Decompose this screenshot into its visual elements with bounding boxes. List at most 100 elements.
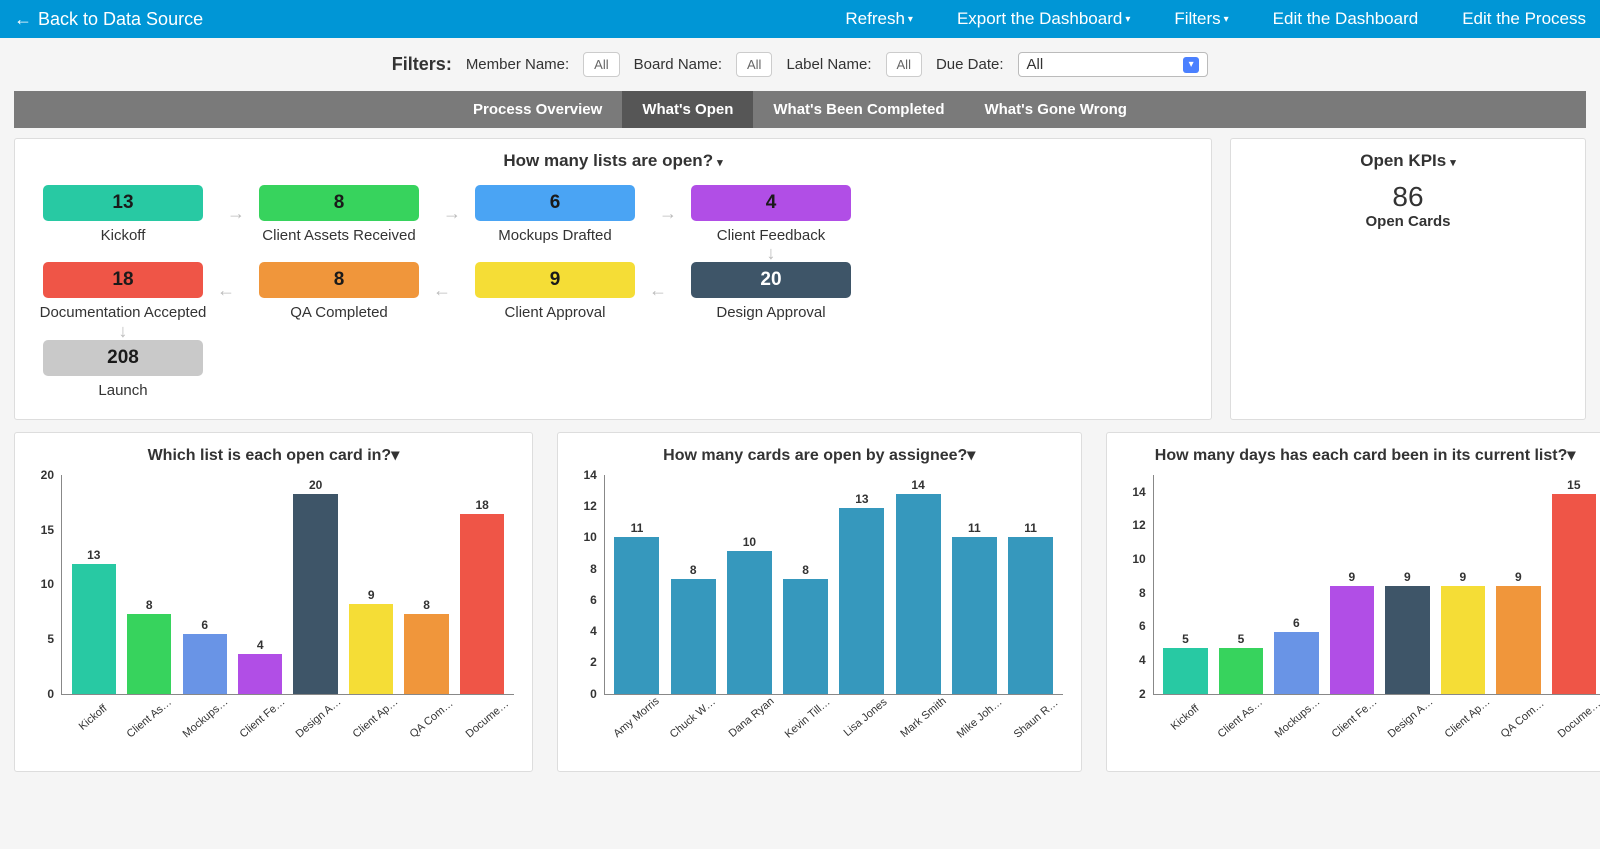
- bar-value: 13: [87, 548, 100, 562]
- x-axis-label: Design Approval: [294, 695, 345, 740]
- tab-overview[interactable]: Process Overview: [453, 91, 622, 128]
- chart-bar[interactable]: 4: [232, 638, 287, 694]
- flow-stage[interactable]: 6Mockups Drafted→: [467, 185, 643, 244]
- member-filter[interactable]: All: [583, 52, 619, 77]
- chart-bar[interactable]: 5: [1213, 632, 1268, 694]
- x-axis-label: Lisa Jones: [840, 695, 892, 741]
- due-date-select[interactable]: All ▾: [1018, 52, 1209, 77]
- chart-bar[interactable]: 13: [66, 548, 121, 694]
- bar-rect: [1496, 586, 1540, 694]
- x-axis-label: Shaun Rollins: [1012, 695, 1064, 741]
- board-filter[interactable]: All: [736, 52, 772, 77]
- chart-bar[interactable]: 11: [609, 521, 665, 694]
- bar-rect: [952, 537, 997, 694]
- x-axis-label: QA Completed: [1499, 695, 1550, 740]
- flow-stage-value: 18: [43, 262, 203, 298]
- kpi-value: 86: [1243, 181, 1573, 213]
- open-lists-title[interactable]: How many lists are open?▾: [27, 151, 1199, 171]
- x-axis-label: Mockups Drafted: [1273, 695, 1324, 740]
- chart-bar[interactable]: 6: [177, 618, 232, 694]
- flow-stage[interactable]: 8QA Completed←: [251, 262, 427, 321]
- chart2-xlabels: Amy MorrisChuck WhiteDana RyanKevin Till…: [604, 695, 1063, 725]
- bar-value: 9: [1404, 570, 1411, 584]
- filters-menu[interactable]: Filters▾: [1174, 9, 1228, 29]
- tab-wrong[interactable]: What's Gone Wrong: [964, 91, 1146, 128]
- chart-bar[interactable]: 9: [1380, 570, 1435, 694]
- flow-stage-label: Documentation Accepted: [40, 304, 207, 321]
- chart-bar[interactable]: 8: [665, 563, 721, 693]
- chart-bar[interactable]: 18: [454, 498, 509, 694]
- chart-bar[interactable]: 9: [1491, 570, 1546, 694]
- bar-value: 5: [1182, 632, 1189, 646]
- chart-bar[interactable]: 20: [288, 478, 343, 694]
- caret-down-icon: ▾: [1567, 447, 1575, 464]
- kpi-label: Open Cards: [1243, 213, 1573, 230]
- bar-value: 14: [911, 478, 924, 492]
- chart-bar[interactable]: 10: [721, 535, 777, 694]
- chart2-panel: How many cards are open by assignee?▾ 02…: [557, 432, 1082, 772]
- flow-stage[interactable]: 9Client Approval←: [467, 262, 643, 321]
- chart-bar[interactable]: 9: [343, 588, 398, 694]
- topbar-menu: Refresh▾ Export the Dashboard▾ Filters▾ …: [845, 9, 1586, 29]
- chart-bar[interactable]: 8: [778, 563, 834, 693]
- chart-bar[interactable]: 5: [1158, 632, 1213, 694]
- chart3-area: 2468101214556999915: [1153, 475, 1600, 695]
- open-lists-panel: How many lists are open?▾ 13Kickoff→ 8Cli…: [14, 138, 1212, 420]
- bar-value: 18: [475, 498, 488, 512]
- flow-stage-label: Client Assets Received: [262, 227, 415, 244]
- tab-open[interactable]: What's Open: [622, 91, 753, 128]
- chart-bar[interactable]: 13: [834, 492, 890, 694]
- chart-bar[interactable]: 8: [399, 598, 454, 694]
- caret-down-icon: ▾: [391, 447, 399, 464]
- chart-bar[interactable]: 9: [1324, 570, 1379, 694]
- chart2-title[interactable]: How many cards are open by assignee?▾: [568, 445, 1071, 465]
- x-axis-label: Client Assets R…: [124, 695, 175, 740]
- bar-rect: [72, 564, 116, 694]
- chart-bar[interactable]: 6: [1269, 616, 1324, 694]
- tab-completed[interactable]: What's Been Completed: [753, 91, 964, 128]
- chart-bar[interactable]: 11: [1002, 521, 1058, 694]
- chart-bar[interactable]: 14: [890, 478, 946, 694]
- flow-stage[interactable]: 208Launch: [35, 340, 211, 399]
- x-axis-label: Mark Smith: [897, 695, 949, 741]
- chart-bar[interactable]: 9: [1435, 570, 1490, 694]
- chart1-title[interactable]: Which list is each open card in?▾: [25, 445, 522, 465]
- x-axis-label: Chuck White: [668, 695, 720, 741]
- flow-stage[interactable]: 8Client Assets Received→: [251, 185, 427, 244]
- bar-value: 9: [368, 588, 375, 602]
- flow-stage-label: Mockups Drafted: [498, 227, 611, 244]
- edit-dashboard-link[interactable]: Edit the Dashboard: [1273, 9, 1419, 29]
- x-axis-label: Design Approval: [1386, 695, 1437, 740]
- due-date-label: Due Date:: [936, 56, 1004, 73]
- bar-value: 9: [1349, 570, 1356, 584]
- chart-bar[interactable]: 15: [1546, 478, 1600, 694]
- bar-rect: [614, 537, 659, 694]
- flow-stage[interactable]: 18Documentation Accepted↓: [35, 262, 211, 321]
- x-axis-label: Kickoff: [1159, 695, 1210, 740]
- bar-rect: [1441, 586, 1485, 694]
- flow-stage-value: 6: [475, 185, 635, 221]
- x-axis-label: Kevin Tillman: [783, 695, 835, 741]
- bar-value: 5: [1238, 632, 1245, 646]
- back-link[interactable]: ← Back to Data Source: [14, 9, 203, 30]
- flow-stage[interactable]: 4Client Feedback↓: [683, 185, 859, 244]
- edit-process-link[interactable]: Edit the Process: [1462, 9, 1586, 29]
- bar-value: 8: [146, 598, 153, 612]
- select-caret-icon: ▾: [1183, 57, 1199, 73]
- chart-bar[interactable]: 8: [121, 598, 176, 694]
- bar-rect: [1219, 648, 1263, 694]
- chart3-title[interactable]: How many days has each card been in its …: [1117, 445, 1600, 465]
- chart-bar[interactable]: 11: [946, 521, 1002, 694]
- flow-stage[interactable]: 13Kickoff→: [35, 185, 211, 244]
- flow-stage-value: 13: [43, 185, 203, 221]
- export-menu[interactable]: Export the Dashboard▾: [957, 9, 1130, 29]
- flow-stage-label: Design Approval: [716, 304, 825, 321]
- flow-stage[interactable]: 20Design Approval←: [683, 262, 859, 321]
- tabbar: Process Overview What's Open What's Been…: [14, 91, 1586, 128]
- kpi-title[interactable]: Open KPIs▾: [1243, 151, 1573, 171]
- bar-rect: [1008, 537, 1053, 694]
- label-filter[interactable]: All: [886, 52, 922, 77]
- topbar: ← Back to Data Source Refresh▾ Export th…: [0, 0, 1600, 38]
- filter-bar: Filters: Member Name: All Board Name: Al…: [0, 38, 1600, 87]
- refresh-menu[interactable]: Refresh▾: [845, 9, 913, 29]
